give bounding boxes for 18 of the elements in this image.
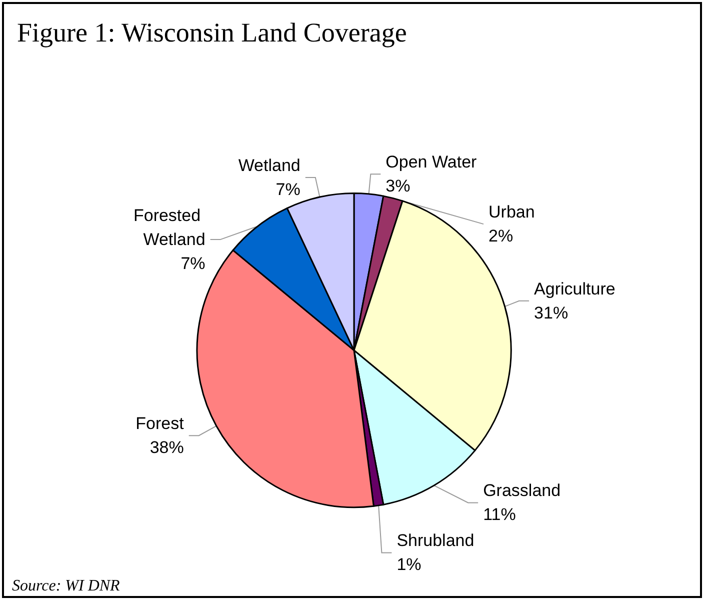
data-label: 38% (150, 438, 184, 458)
slice-label: Forest (136, 414, 184, 434)
slice-label: Shrubland (396, 531, 474, 550)
data-label: 1% (396, 555, 422, 574)
slice-label: Agriculture (534, 279, 616, 298)
slice-label: Urban (488, 202, 535, 222)
data-label: 2% (488, 226, 514, 246)
slice-label: Forested Wetland (133, 206, 206, 250)
data-label: 11% (483, 505, 516, 524)
slice-label: Grassland (483, 481, 561, 500)
data-label: 31% (534, 303, 568, 322)
data-label: 3% (386, 176, 410, 196)
slice-label: Open Water (386, 152, 478, 172)
chart-title: Figure 1: Wisconsin Land Coverage (17, 18, 407, 48)
source-note: Source: WI DNR (12, 578, 120, 594)
slice-label: Wetland (238, 156, 300, 176)
data-label: 7% (180, 254, 206, 274)
data-label: 7% (276, 180, 300, 200)
